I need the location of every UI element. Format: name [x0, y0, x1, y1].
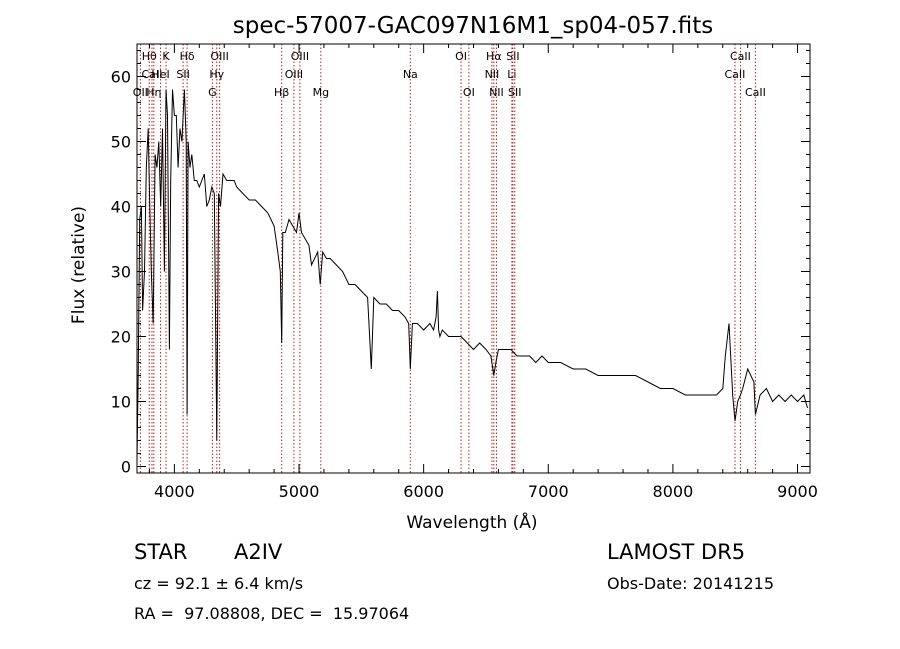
subclass: A2IV: [234, 540, 283, 564]
line-marker-label: OI: [455, 50, 467, 63]
line-marker-label: OIII: [291, 50, 309, 63]
survey-name: LAMOST DR5: [607, 540, 746, 564]
line-marker-label: OIII: [285, 68, 303, 81]
y-axis: 0 10 20 30 40 50 60: [111, 50, 810, 477]
line-marker-label: Hβ: [274, 86, 289, 99]
line-marker-label: CaII: [745, 86, 766, 99]
line-marker-label: Hγ: [209, 68, 224, 81]
line-marker-label: Li: [507, 68, 516, 81]
x-axis-label: Wavelength (Å): [406, 511, 537, 533]
line-marker-label: NII: [489, 86, 504, 99]
observation-date: Obs-Date: 20141215: [607, 574, 775, 593]
x-tick-label: 8000: [653, 482, 694, 501]
line-marker-label: SII: [506, 50, 519, 63]
line-marker-label: Na: [403, 68, 418, 81]
y-tick-label: 40: [111, 198, 131, 217]
line-marker-label: Mg: [313, 86, 329, 99]
x-tick-label: 5000: [279, 482, 320, 501]
x-tick-label: 4000: [154, 482, 195, 501]
spectrum-line-0: [136, 89, 808, 461]
x-tick-label: 9000: [777, 482, 818, 501]
y-tick-label: 30: [111, 263, 131, 282]
line-marker-label: SII: [508, 86, 521, 99]
line-marker-label: Hη: [146, 86, 161, 99]
line-marker-label: SII: [176, 68, 189, 81]
y-tick-label: 20: [111, 328, 131, 347]
x-axis: 4000 5000 6000 7000 8000 9000: [148, 44, 818, 501]
x-tick-label: 6000: [403, 482, 444, 501]
line-marker-label: CaII: [725, 68, 746, 81]
series-group: [136, 89, 808, 461]
line-marker-label: G: [208, 86, 217, 99]
line-marker-label: OI: [463, 86, 475, 99]
line-marker-label: HeI: [151, 68, 169, 81]
line-marker-label: K: [162, 50, 170, 63]
line-marker-label: CaII: [141, 68, 162, 81]
line-marker-label: Hα: [486, 50, 502, 63]
y-tick-label: 0: [121, 458, 131, 477]
line-marker-label: OIII: [210, 50, 228, 63]
y-tick-label: 10: [111, 393, 131, 412]
chart-title: spec-57007-GAC097N16M1_sp04-057.fits: [233, 13, 713, 39]
line-marker-label: Hθ: [142, 50, 157, 63]
line-marker-label: Hδ: [180, 50, 195, 63]
y-tick-label: 50: [111, 133, 131, 152]
plot-frame: [136, 43, 811, 474]
line-marker-label: CaII: [730, 50, 751, 63]
object-class: STAR: [134, 540, 188, 564]
y-tick-label: 60: [111, 68, 131, 87]
line-marker-label: NII: [485, 68, 500, 81]
y-axis-label: Flux (relative): [69, 206, 89, 324]
redshift-velocity: cz = 92.1 ± 6.4 km/s: [134, 574, 304, 593]
coordinates: RA = 97.08808, DEC = 15.97064: [134, 604, 410, 623]
x-tick-label: 7000: [528, 482, 569, 501]
